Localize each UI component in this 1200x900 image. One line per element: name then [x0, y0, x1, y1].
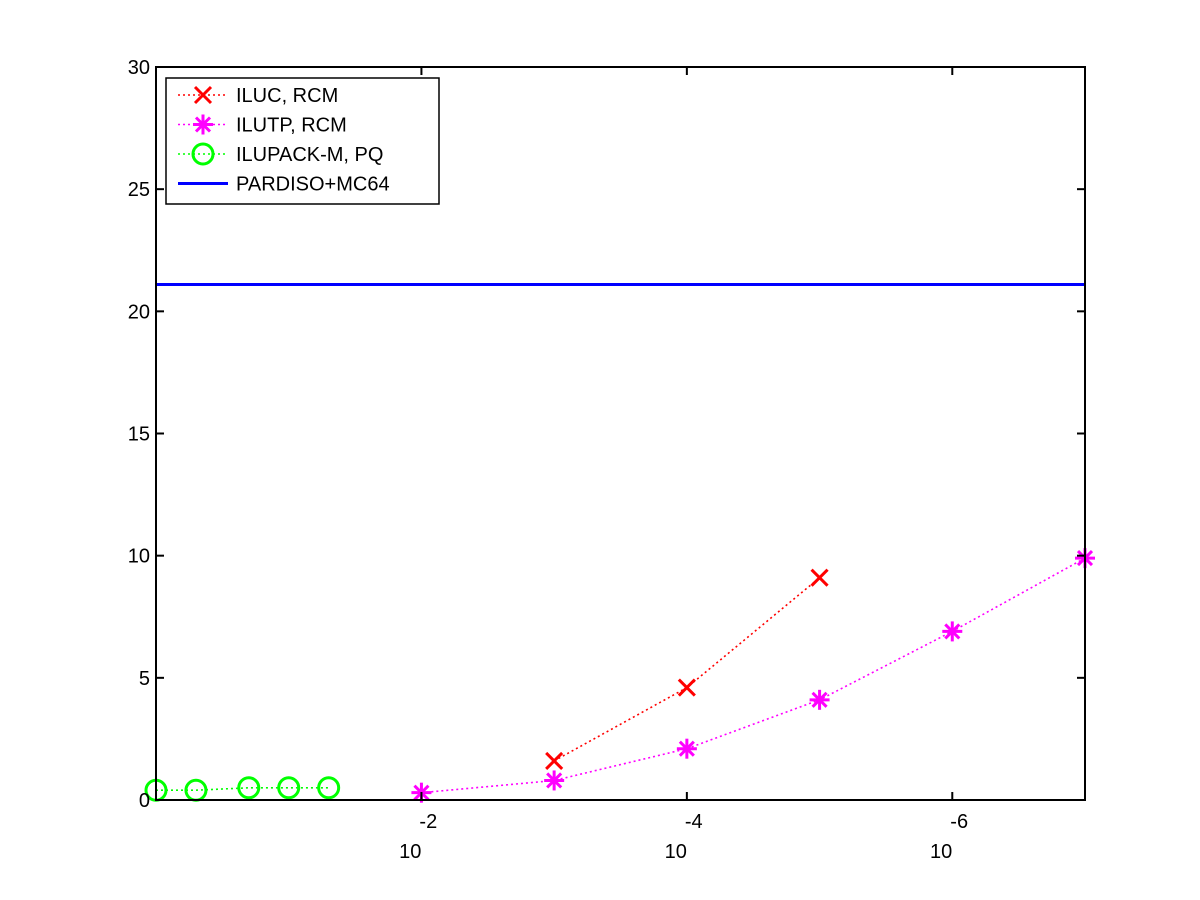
x-tick-label-exponent: -4 [685, 811, 703, 833]
data-point [810, 568, 829, 587]
marker-stroke [546, 772, 563, 789]
y-tick-label: 30 [128, 57, 150, 79]
legend-marker [193, 114, 213, 135]
y-tick-label: 15 [128, 424, 150, 446]
legend-item: ILUTP, RCM [178, 114, 347, 137]
legend-marker [193, 85, 213, 105]
series-line [156, 786, 329, 792]
data-point [809, 689, 830, 710]
marker-stroke [810, 568, 829, 587]
data-point [545, 751, 564, 770]
x-tick-label-exponent: -2 [419, 811, 437, 833]
legend-item: PARDISO+MC64 [178, 174, 390, 196]
data-point [237, 776, 261, 800]
x-tick-label-base: 10 [665, 841, 687, 863]
legend-label: ILUPACK-M, PQ [236, 144, 383, 166]
data-point [676, 738, 697, 759]
marker-stroke [944, 623, 961, 640]
y-tick-label: 20 [128, 301, 150, 323]
y-tick-label: 10 [128, 546, 150, 568]
marker-stroke [678, 740, 695, 757]
data-point [317, 776, 341, 800]
x-tick-label-exponent: -6 [950, 811, 968, 833]
marker-stroke [194, 116, 212, 133]
marker-stroke [811, 691, 828, 708]
legend-label: ILUTP, RCM [236, 115, 347, 137]
marker-stroke [677, 678, 696, 697]
legend-item: ILUPACK-M, PQ [178, 142, 383, 166]
legend: ILUC, RCM ILUTP, RCM ILUPACK-M, PQ PARDISO+… [165, 77, 440, 205]
data-point [277, 776, 301, 800]
y-tick-label: 5 [139, 668, 150, 690]
marker-stroke [193, 85, 213, 105]
legend-marker [191, 142, 215, 166]
series-0 [545, 568, 829, 770]
legend-item: ILUC, RCM [178, 85, 338, 107]
data-point [677, 678, 696, 697]
y-tick-label: 25 [128, 179, 150, 201]
x-tick-label-base: 10 [930, 841, 952, 863]
series-line [421, 557, 1086, 794]
y-tick-label: 0 [139, 790, 150, 812]
legend-label: ILUC, RCM [236, 85, 338, 107]
legend-label: PARDISO+MC64 [236, 174, 390, 196]
x-tick-label-base: 10 [399, 841, 421, 863]
marker-stroke [545, 751, 564, 770]
data-point [942, 621, 963, 642]
tick-layer: 0 5 10 15 20 25 30 10 -2 10 -4 10 -6 [128, 57, 1085, 863]
data-point [544, 770, 565, 791]
